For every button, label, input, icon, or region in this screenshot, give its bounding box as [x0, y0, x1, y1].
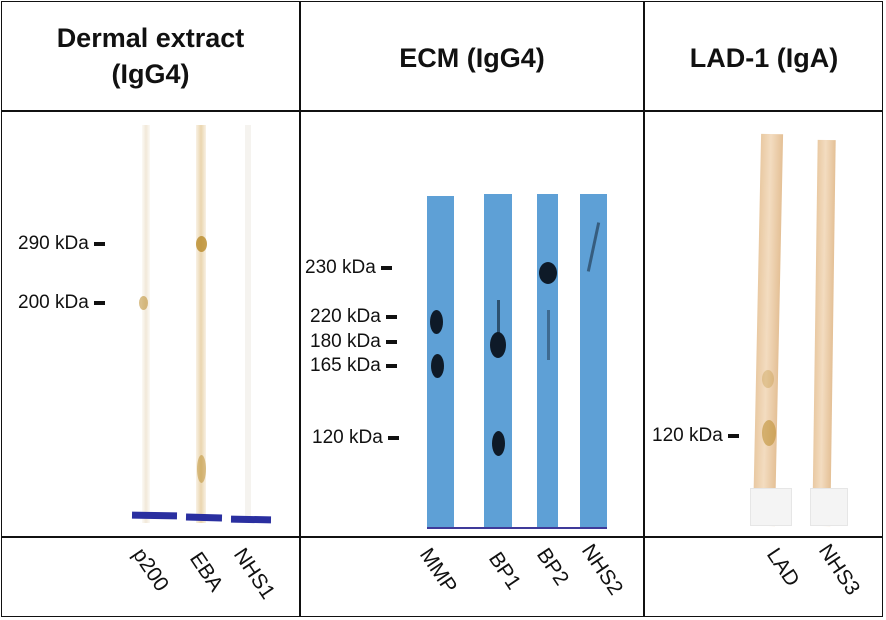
band-bp2-smear — [547, 310, 550, 360]
marker-220: 220 kDa — [310, 306, 397, 328]
band-lad-faint — [762, 370, 774, 388]
marker-tick — [385, 315, 397, 319]
marker-lad-120: 120 kDa — [652, 425, 739, 447]
marker-165: 165 kDa — [310, 355, 397, 377]
marker-tick — [385, 364, 397, 368]
strip-p200 — [142, 125, 150, 523]
dermal-title-line1: Dermal extract — [56, 23, 245, 53]
marker-label: 120 kDa — [652, 425, 723, 446]
lad-title-line1: LAD-1 (IgA) — [689, 43, 839, 73]
marker-tick — [93, 301, 105, 305]
marker-label: 200 kDa — [18, 292, 89, 313]
header-divider — [2, 110, 882, 112]
marker-label: 290 kDa — [18, 233, 89, 254]
marker-tick — [387, 436, 399, 440]
marker-label: 220 kDa — [310, 306, 381, 327]
band-mmp-upper — [430, 310, 443, 334]
strip-bottom-edge — [427, 527, 607, 529]
marker-label: 120 kDa — [312, 427, 383, 448]
marker-tick — [385, 340, 397, 344]
dermal-title-line2: (IgG4) — [111, 59, 190, 89]
marker-label: 230 kDa — [305, 257, 376, 278]
band-eba-290kda — [196, 236, 207, 252]
marker-label: 165 kDa — [310, 355, 381, 376]
strip-nhs1 — [245, 125, 251, 523]
reference-bar-2 — [185, 513, 223, 522]
band-bp2-230kda — [539, 262, 557, 284]
band-eba-low — [197, 455, 206, 483]
marker-tick — [727, 434, 739, 438]
band-bp1-120kda — [492, 431, 505, 456]
marker-180: 180 kDa — [310, 331, 397, 353]
panel-divider-1 — [299, 2, 301, 616]
band-p200-200kda — [139, 296, 148, 310]
ecm-title: ECM (IgG4) — [301, 40, 643, 76]
dermal-title: Dermal extract (IgG4) — [2, 20, 299, 92]
band-bp1-180kda — [490, 332, 506, 358]
ecm-title-line1: ECM (IgG4) — [399, 43, 545, 73]
panel-divider-2 — [643, 2, 645, 616]
marker-230: 230 kDa — [305, 257, 392, 279]
lad-title: LAD-1 (IgA) — [645, 40, 883, 76]
strip-bp1 — [484, 194, 512, 528]
marker-200: 200 kDa — [18, 292, 105, 314]
reference-bar-3 — [230, 515, 272, 524]
marker-120: 120 kDa — [312, 427, 399, 449]
lad-strip-tab-nhs3 — [810, 488, 848, 526]
marker-label: 180 kDa — [310, 331, 381, 352]
band-bp1-smear — [497, 300, 500, 340]
marker-tick — [380, 266, 392, 270]
strip-eba — [196, 125, 206, 523]
footer-divider — [2, 536, 882, 538]
reference-bar-1 — [131, 511, 178, 520]
band-lad-120kda — [762, 420, 776, 446]
marker-tick — [93, 242, 105, 246]
band-mmp-lower — [431, 354, 444, 378]
strip-bp2 — [537, 194, 558, 528]
lad-strip-tab-lad — [750, 488, 792, 526]
marker-290: 290 kDa — [18, 233, 105, 255]
